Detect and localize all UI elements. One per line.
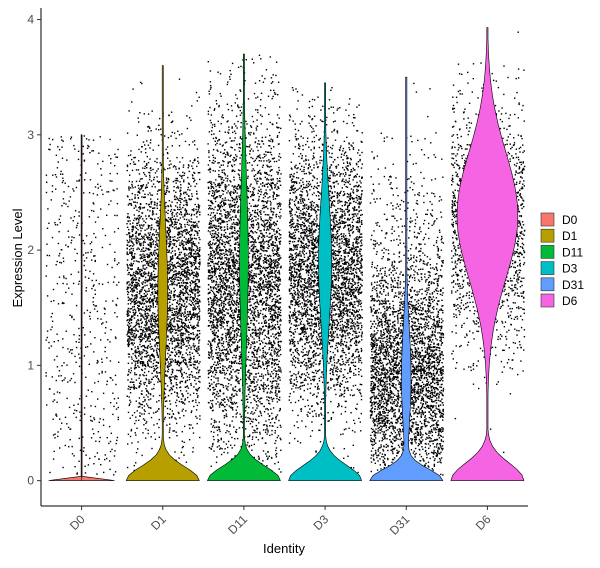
x-tick-label: D3	[310, 512, 331, 533]
x-tick-label: D11	[225, 512, 250, 537]
y-axis-title: Expression Level	[10, 208, 25, 307]
y-tick-label: 0	[27, 474, 34, 488]
violin-D11	[206, 53, 281, 481]
legend-label-D3: D3	[562, 262, 578, 276]
legend-label-D31: D31	[562, 278, 584, 292]
jitter-points	[45, 31, 526, 477]
x-axis-title: Identity	[263, 541, 305, 556]
legend-key-D1	[540, 228, 555, 243]
y-tick-label: 3	[27, 128, 34, 142]
violins	[48, 27, 525, 481]
y-tick-label: 2	[27, 243, 34, 257]
legend-key-D31	[540, 277, 555, 292]
y-tick-label: 4	[27, 13, 34, 27]
legend-key-D11	[540, 245, 555, 259]
x-tick-label: D31	[387, 512, 413, 538]
points-D31	[369, 82, 445, 477]
legend-key-D0	[540, 212, 555, 227]
legend-key-D6	[540, 293, 555, 308]
violin-D3	[288, 82, 363, 481]
x-tick-label: D6	[473, 512, 494, 533]
y-ticks: 0 1 2 3 4	[27, 13, 41, 488]
legend-key-D3	[540, 261, 555, 275]
points-D0	[45, 135, 120, 476]
violin-D31	[369, 76, 444, 481]
x-tick-label: D0	[67, 512, 88, 533]
violin-D1	[125, 65, 200, 481]
legend-label-D6: D6	[562, 294, 578, 308]
x-tick-label: D1	[148, 512, 169, 533]
legend-label-D1: D1	[562, 229, 578, 243]
legend-label-D11: D11	[562, 245, 583, 259]
legend: D0 D1 D11 D3 D31 D6	[540, 212, 584, 308]
violin-D6	[450, 27, 525, 481]
x-ticks: D0 D1 D11 D3 D31 D6	[67, 506, 494, 538]
legend-label-D0: D0	[562, 213, 578, 227]
y-tick-label: 1	[27, 358, 34, 372]
points-D3	[288, 87, 363, 474]
